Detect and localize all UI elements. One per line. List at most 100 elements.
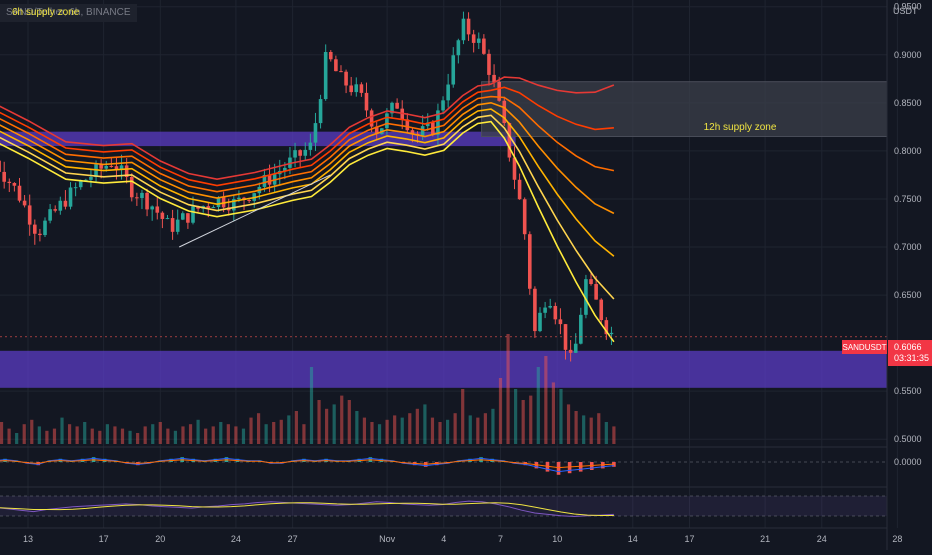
price-tick-label: 0.5000 xyxy=(894,434,922,444)
candle-body xyxy=(522,199,527,235)
price-tick-label: 0.6500 xyxy=(894,290,922,300)
volume-bar xyxy=(98,430,102,444)
candle-body xyxy=(247,199,251,201)
volume-bar xyxy=(60,417,64,444)
candle-body xyxy=(405,119,410,131)
ribbon-line xyxy=(0,86,614,187)
candle-body xyxy=(293,150,297,158)
supply-zone-label: 12h supply zone xyxy=(704,122,777,133)
time-tick-label: 20 xyxy=(155,534,165,544)
candle-body xyxy=(48,209,52,221)
volume-bar xyxy=(415,408,419,444)
volume-bar xyxy=(438,422,442,444)
candle-body xyxy=(492,74,496,82)
volume-bar xyxy=(423,404,427,444)
volume-bar xyxy=(272,422,276,444)
candle-body xyxy=(232,199,236,211)
volume-bar xyxy=(0,422,4,444)
candle-body xyxy=(573,343,578,353)
time-tick-label: 4 xyxy=(441,534,446,544)
symbol-label[interactable]: SAND/Tether, 6h, BINANCE xyxy=(0,4,137,22)
candle-body xyxy=(288,157,292,168)
candle-body xyxy=(196,206,200,209)
volume-bar xyxy=(219,422,223,444)
candle-body xyxy=(308,142,313,150)
rsi-ma-line xyxy=(0,502,614,516)
price-tick-label: 0.7500 xyxy=(894,194,922,204)
volume-bar xyxy=(325,408,329,444)
candle-body xyxy=(446,84,450,101)
volume-bar xyxy=(83,422,87,444)
time-tick-label: 10 xyxy=(552,534,562,544)
top-left-zone-label: 6h supply zone xyxy=(12,7,80,18)
price-tick-label: 0.9000 xyxy=(894,50,922,60)
volume-bar xyxy=(317,400,321,444)
volume-bar xyxy=(582,415,586,444)
volume-bar xyxy=(37,426,41,444)
candle-body xyxy=(476,38,481,43)
candle-body xyxy=(339,71,343,73)
countdown: 03:31:35 xyxy=(894,353,929,363)
time-axis[interactable]: 13 17 20 24 27 Nov 4 7 10 14 17 21 24 28 xyxy=(0,527,902,544)
volume-bar xyxy=(264,424,268,444)
candle-body xyxy=(543,307,547,313)
candle-body xyxy=(425,122,430,127)
volume-bar xyxy=(294,411,298,444)
candle-body xyxy=(385,113,389,129)
volume-bar xyxy=(256,413,261,444)
candle-body xyxy=(38,233,42,236)
time-tick-label: 21 xyxy=(760,534,770,544)
candle-body xyxy=(160,212,165,219)
volume-bar xyxy=(332,404,336,444)
candle-body xyxy=(456,40,461,56)
volume-bar xyxy=(173,430,178,444)
candle-body xyxy=(579,314,583,344)
price-tick-label: 0.7000 xyxy=(894,242,922,252)
volume-bar xyxy=(408,413,412,444)
candle-body xyxy=(175,219,180,232)
volume-bar xyxy=(67,424,72,444)
volume-bar xyxy=(151,424,155,444)
candle-body xyxy=(237,197,241,200)
candle-body xyxy=(140,192,144,199)
price-axis[interactable]: 0.9500 0.9000 0.8500 0.8000 0.7500 0.7000 0.65… xyxy=(886,0,922,550)
candle-body xyxy=(104,165,109,169)
candle-body xyxy=(482,38,486,54)
candle-body xyxy=(33,224,37,234)
candle-body xyxy=(267,174,272,185)
candle-body xyxy=(512,157,517,180)
volume-bar xyxy=(483,413,487,444)
candle-body xyxy=(68,187,73,207)
candle-body xyxy=(180,213,185,220)
candle-body xyxy=(155,206,160,213)
candle-body xyxy=(145,192,149,210)
volume-bar xyxy=(385,419,389,444)
candle-body xyxy=(129,176,134,198)
candle-body xyxy=(548,305,553,308)
volume-bar xyxy=(377,424,382,444)
candle-body xyxy=(466,18,471,35)
volume-bar xyxy=(544,356,548,444)
volume-bar xyxy=(506,334,510,444)
price-tick-label: 0.8000 xyxy=(894,146,922,156)
candle-body xyxy=(497,81,501,101)
candle-body xyxy=(369,110,374,127)
volume-bar xyxy=(461,389,465,444)
candle-body xyxy=(359,84,364,93)
candle-body xyxy=(461,18,466,41)
macd-zero-label: 0.0000 xyxy=(894,457,922,467)
candle-body xyxy=(395,102,399,109)
volume-bar xyxy=(188,424,193,444)
candle-body xyxy=(553,305,558,320)
price-tick-label: 0.5500 xyxy=(894,386,922,396)
candle-body xyxy=(594,284,598,300)
volume-bar xyxy=(143,426,147,444)
candle-body xyxy=(334,59,338,72)
grid xyxy=(0,0,898,528)
candle-body xyxy=(517,179,522,200)
volume-bar xyxy=(566,404,571,444)
candle-body xyxy=(410,130,415,134)
candle-body xyxy=(328,52,333,60)
